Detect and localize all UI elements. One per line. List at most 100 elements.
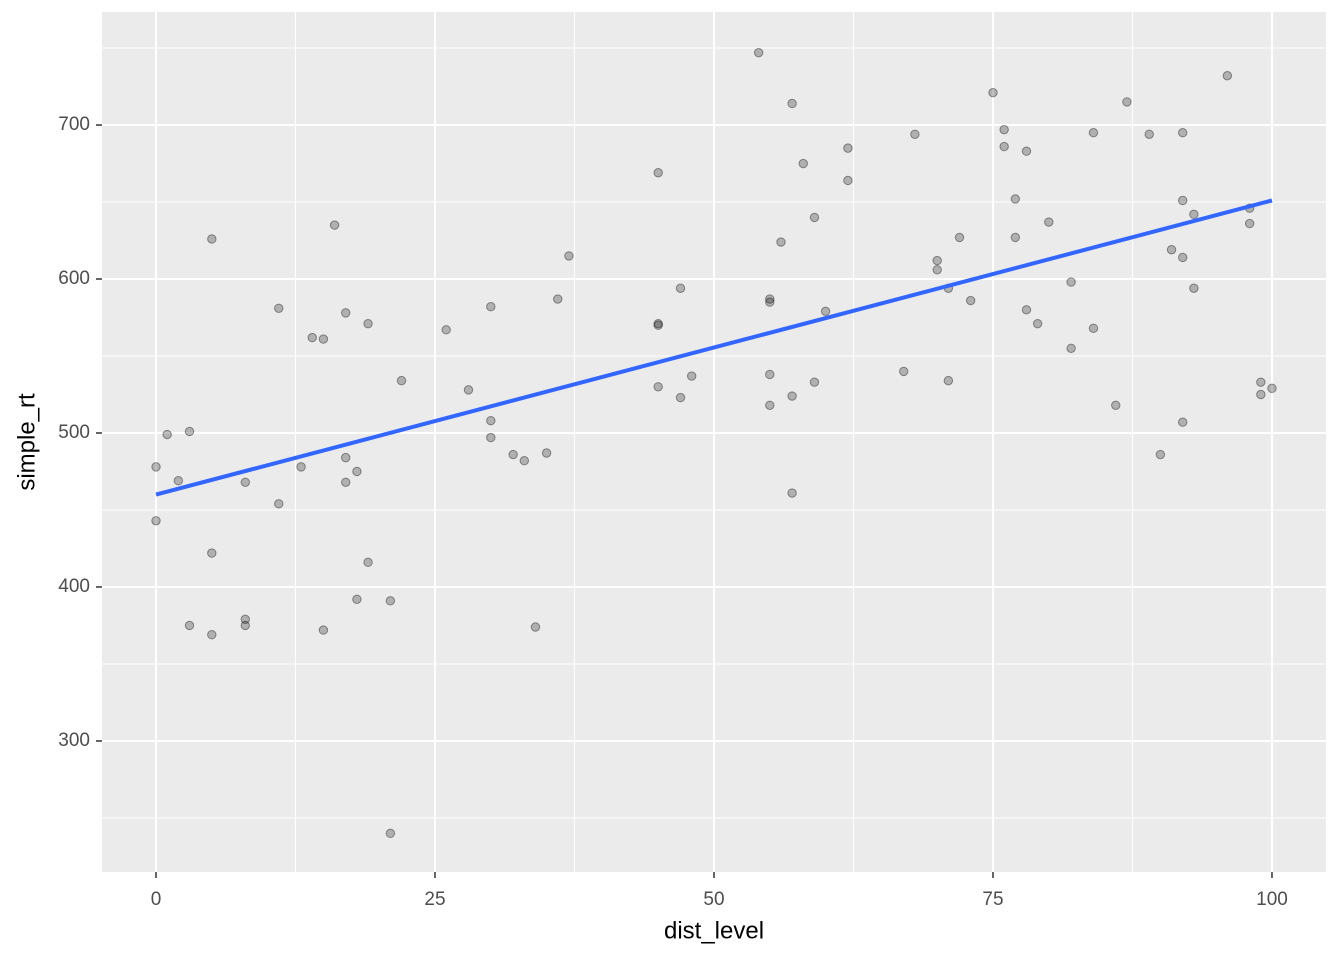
fit-line: [155, 198, 1273, 497]
point: [1222, 71, 1233, 81]
point: [1066, 343, 1076, 354]
point: [910, 129, 920, 139]
point: [1088, 323, 1099, 333]
point: [1111, 400, 1121, 410]
point: [385, 828, 396, 839]
point: [765, 294, 775, 304]
point: [988, 87, 998, 98]
point: [653, 168, 663, 178]
point: [843, 175, 853, 186]
point: [307, 332, 317, 343]
y-tick-label: 300: [58, 730, 90, 751]
point: [932, 265, 942, 275]
point: [686, 371, 697, 381]
point: [564, 251, 574, 261]
y-axis-title: simple_rt: [13, 393, 40, 491]
point: [341, 308, 351, 318]
point: [1189, 283, 1199, 293]
point: [1144, 129, 1154, 139]
point: [1021, 305, 1032, 315]
point: [954, 232, 965, 243]
point: [1166, 245, 1177, 255]
point: [1256, 389, 1266, 400]
point: [363, 318, 373, 329]
point: [1122, 97, 1132, 107]
point: [240, 477, 250, 487]
point: [341, 477, 351, 487]
point: [352, 594, 362, 604]
point: [463, 385, 474, 395]
point: [1178, 195, 1188, 206]
point: [675, 283, 686, 293]
point: [541, 448, 552, 458]
point: [1267, 383, 1277, 394]
point: [296, 462, 306, 472]
point: [274, 499, 284, 509]
point: [765, 369, 775, 380]
point: [151, 462, 161, 472]
point: [1021, 146, 1032, 156]
point: [441, 325, 451, 335]
point: [530, 622, 541, 632]
point: [820, 306, 831, 317]
point: [274, 303, 284, 313]
point: [1178, 417, 1188, 427]
point: [519, 456, 529, 466]
point: [207, 548, 217, 558]
point: [809, 377, 820, 387]
point: [1010, 194, 1021, 204]
point: [753, 47, 764, 58]
point: [1088, 128, 1099, 138]
point: [653, 382, 663, 392]
point: [553, 294, 563, 304]
x-tick-label: 50: [703, 889, 724, 910]
y-tick-label: 500: [58, 422, 90, 443]
point: [1256, 377, 1266, 387]
point: [508, 449, 518, 460]
point: [1155, 449, 1166, 460]
point: [798, 158, 808, 169]
point: [162, 429, 172, 440]
y-tick-label: 400: [58, 576, 90, 597]
point: [1244, 218, 1255, 229]
point: [1010, 232, 1021, 243]
point: [787, 488, 797, 498]
x-axis-title: dist_level: [664, 917, 764, 944]
point: [776, 237, 786, 247]
point: [653, 318, 663, 329]
point: [1066, 277, 1076, 287]
point: [207, 630, 217, 640]
x-tick-label: 0: [151, 889, 162, 910]
point: [675, 392, 686, 403]
point: [843, 143, 853, 153]
point: [932, 255, 942, 266]
point: [329, 220, 340, 230]
point: [486, 432, 496, 443]
y-tick-label: 600: [58, 268, 90, 289]
point: [240, 614, 250, 625]
point: [486, 415, 496, 426]
point: [999, 124, 1009, 135]
point: [240, 620, 250, 631]
point: [653, 320, 663, 330]
x-tick-label: 25: [424, 889, 445, 910]
point: [352, 466, 362, 477]
point: [787, 98, 797, 109]
point: [396, 375, 407, 386]
point: [965, 295, 976, 306]
point: [765, 400, 775, 410]
point: [1178, 252, 1188, 263]
point: [1178, 128, 1188, 138]
point: [173, 476, 184, 486]
point: [787, 391, 797, 401]
point: [999, 141, 1009, 152]
point: [809, 212, 820, 223]
point: [1032, 318, 1043, 329]
x-tick-label: 100: [1256, 889, 1288, 910]
point: [318, 334, 329, 344]
point: [486, 302, 496, 312]
point: [1044, 217, 1054, 227]
point: [318, 625, 329, 635]
point: [765, 297, 775, 307]
